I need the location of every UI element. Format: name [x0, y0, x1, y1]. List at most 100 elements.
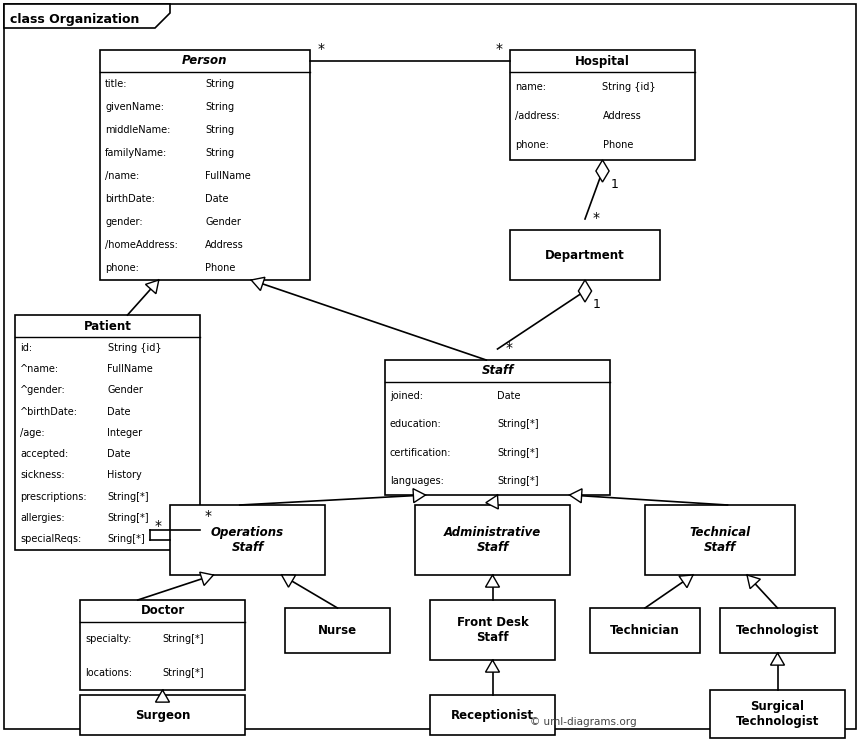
- Text: String[*]: String[*]: [163, 668, 204, 678]
- Text: FullName: FullName: [205, 171, 251, 181]
- Text: specialReqs:: specialReqs:: [20, 534, 81, 545]
- Text: familyName:: familyName:: [105, 148, 167, 158]
- Text: Address: Address: [603, 111, 642, 121]
- Polygon shape: [579, 280, 592, 302]
- Polygon shape: [486, 660, 500, 672]
- Text: specialty:: specialty:: [85, 634, 132, 644]
- Text: Hospital: Hospital: [575, 55, 630, 67]
- Bar: [100, 50, 310, 280]
- Polygon shape: [413, 489, 426, 503]
- Bar: [385, 360, 610, 495]
- Text: Sring[*]: Sring[*]: [108, 534, 145, 545]
- Text: Address: Address: [205, 241, 243, 250]
- Text: 1: 1: [593, 298, 601, 311]
- Text: Surgical
Technologist: Surgical Technologist: [736, 700, 820, 728]
- Polygon shape: [771, 653, 784, 665]
- Text: Administrative
Staff: Administrative Staff: [444, 526, 541, 554]
- Text: Technician: Technician: [610, 624, 680, 637]
- Text: id:: id:: [20, 343, 32, 353]
- Text: *: *: [205, 509, 212, 523]
- Bar: [15, 315, 200, 550]
- Bar: [430, 600, 555, 660]
- Text: Integer: Integer: [108, 428, 143, 438]
- Bar: [710, 690, 845, 738]
- Text: givenName:: givenName:: [105, 102, 164, 111]
- Text: Person: Person: [182, 55, 228, 67]
- Text: String: String: [205, 102, 234, 111]
- Text: prescriptions:: prescriptions:: [20, 492, 87, 502]
- Text: Patient: Patient: [83, 320, 132, 332]
- Text: String[*]: String[*]: [497, 419, 539, 430]
- Text: ^birthDate:: ^birthDate:: [20, 406, 78, 417]
- Text: class Organization: class Organization: [10, 13, 139, 26]
- Text: ^gender:: ^gender:: [20, 385, 65, 395]
- Text: *: *: [506, 341, 513, 355]
- Text: *: *: [318, 42, 325, 56]
- Text: © uml-diagrams.org: © uml-diagrams.org: [530, 717, 636, 727]
- Text: allergies:: allergies:: [20, 513, 64, 523]
- Text: Technologist: Technologist: [736, 624, 820, 637]
- Text: *: *: [155, 519, 162, 533]
- Text: locations:: locations:: [85, 668, 132, 678]
- Text: middleName:: middleName:: [105, 125, 170, 134]
- Text: ^name:: ^name:: [20, 364, 59, 374]
- Text: String[*]: String[*]: [108, 492, 149, 502]
- Bar: [170, 505, 325, 575]
- Text: joined:: joined:: [390, 391, 423, 401]
- Text: title:: title:: [105, 78, 127, 89]
- Text: /homeAddress:: /homeAddress:: [105, 241, 178, 250]
- Text: /name:: /name:: [105, 171, 139, 181]
- Text: Staff: Staff: [482, 365, 513, 377]
- Text: String[*]: String[*]: [163, 634, 204, 644]
- Text: phone:: phone:: [515, 140, 549, 150]
- Text: Receptionist: Receptionist: [451, 708, 534, 722]
- Bar: [430, 695, 555, 735]
- Bar: [285, 608, 390, 653]
- Text: *: *: [593, 211, 600, 225]
- Text: Phone: Phone: [205, 264, 236, 273]
- Polygon shape: [251, 277, 265, 291]
- Text: gender:: gender:: [105, 217, 143, 227]
- Bar: [720, 608, 835, 653]
- Polygon shape: [569, 489, 582, 503]
- Text: Gender: Gender: [205, 217, 241, 227]
- Text: name:: name:: [515, 81, 546, 92]
- Text: Date: Date: [205, 194, 229, 204]
- Polygon shape: [486, 575, 500, 587]
- Text: String[*]: String[*]: [497, 447, 539, 458]
- Text: Phone: Phone: [603, 140, 633, 150]
- Text: *: *: [496, 42, 503, 56]
- Polygon shape: [486, 495, 498, 509]
- Polygon shape: [4, 4, 170, 28]
- Text: 1: 1: [611, 178, 618, 191]
- Bar: [510, 50, 695, 160]
- Bar: [80, 695, 245, 735]
- Text: Date: Date: [108, 406, 131, 417]
- Text: Date: Date: [108, 449, 131, 459]
- Bar: [510, 230, 660, 280]
- Text: String {id}: String {id}: [603, 81, 656, 92]
- Text: education:: education:: [390, 419, 442, 430]
- Bar: [415, 505, 570, 575]
- Text: Front Desk
Staff: Front Desk Staff: [457, 616, 528, 644]
- Text: /age:: /age:: [20, 428, 45, 438]
- Polygon shape: [281, 575, 296, 587]
- Text: /address:: /address:: [515, 111, 560, 121]
- Polygon shape: [747, 575, 760, 589]
- Polygon shape: [596, 160, 609, 182]
- Polygon shape: [145, 280, 159, 294]
- Text: Nurse: Nurse: [318, 624, 357, 637]
- Text: String: String: [205, 78, 234, 89]
- Text: Operations
Staff: Operations Staff: [211, 526, 284, 554]
- Text: String: String: [205, 148, 234, 158]
- Text: birthDate:: birthDate:: [105, 194, 155, 204]
- Text: Surgeon: Surgeon: [135, 708, 190, 722]
- Bar: [645, 505, 795, 575]
- Text: Date: Date: [497, 391, 521, 401]
- Text: History: History: [108, 471, 142, 480]
- Text: languages:: languages:: [390, 476, 444, 486]
- Text: sickness:: sickness:: [20, 471, 64, 480]
- Text: accepted:: accepted:: [20, 449, 68, 459]
- Text: String {id}: String {id}: [108, 343, 161, 353]
- Text: phone:: phone:: [105, 264, 138, 273]
